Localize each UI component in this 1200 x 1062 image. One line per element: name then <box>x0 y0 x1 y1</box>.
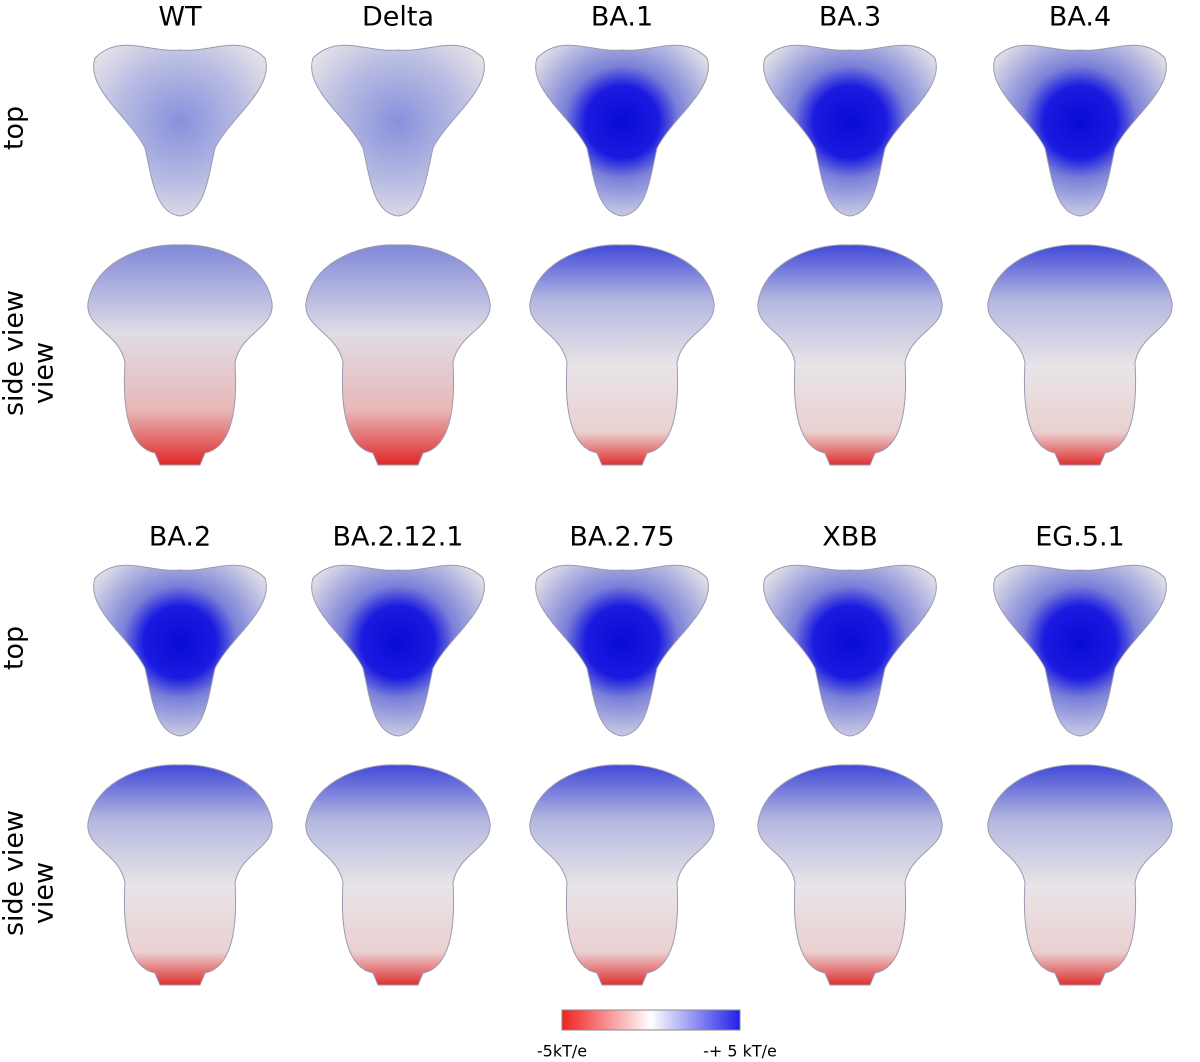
top-view-surface <box>535 564 709 737</box>
side-view-surface <box>305 764 491 986</box>
column-label: WT <box>158 2 202 33</box>
side-view-surface <box>987 244 1173 466</box>
row-label: top <box>0 106 30 150</box>
colorbar-max-label: -+ 5 kT/e <box>703 1042 777 1061</box>
row-label: side view <box>0 290 30 416</box>
row-label: view <box>29 862 60 924</box>
top-view-surface <box>93 564 267 737</box>
side-view-surface <box>529 764 715 986</box>
column-label: Delta <box>362 2 434 33</box>
top-view-surface <box>93 44 267 217</box>
side-view-surface <box>305 244 491 466</box>
colorbar-min-label: -5kT/e <box>537 1042 587 1061</box>
column-label: BA.3 <box>819 2 881 33</box>
column-label: BA.2.75 <box>569 522 674 553</box>
row-label: side view <box>0 810 30 936</box>
side-view-surface <box>757 764 943 986</box>
top-view-surface <box>311 44 485 217</box>
top-view-surface <box>311 564 485 737</box>
side-view-surface <box>757 244 943 466</box>
side-view-surface <box>87 244 273 466</box>
column-label: BA.4 <box>1049 2 1111 33</box>
colorbar <box>561 1009 741 1031</box>
top-view-surface <box>763 564 937 737</box>
column-label: BA.1 <box>591 2 653 33</box>
top-view-surface <box>763 44 937 217</box>
top-view-surface <box>535 44 709 217</box>
column-label: EG.5.1 <box>1035 522 1125 553</box>
column-label: BA.2 <box>149 522 211 553</box>
row-label: view <box>29 342 60 404</box>
side-view-surface <box>529 244 715 466</box>
column-label: XBB <box>822 522 878 553</box>
top-view-surface <box>993 564 1167 737</box>
top-view-surface <box>993 44 1167 217</box>
column-label: BA.2.12.1 <box>333 522 464 553</box>
side-view-surface <box>87 764 273 986</box>
row-label: top <box>0 626 30 670</box>
side-view-surface <box>987 764 1173 986</box>
